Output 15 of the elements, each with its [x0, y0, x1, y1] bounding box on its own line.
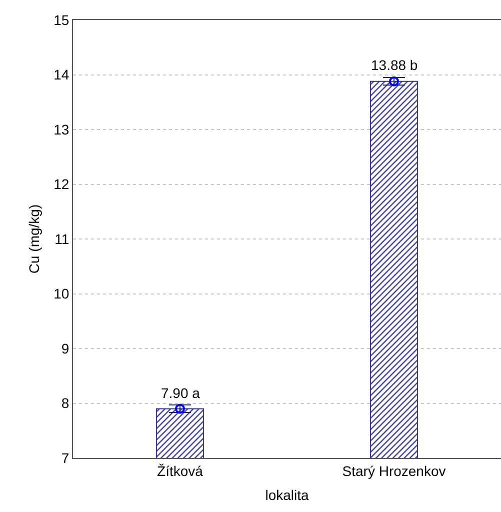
y-tick-label: 7 — [61, 450, 70, 466]
x-tick-label: Starý Hrozenkov — [342, 462, 446, 479]
y-tick-label: 10 — [54, 286, 70, 302]
y-tick-label: 15 — [54, 12, 70, 28]
y-tick-label: 14 — [54, 66, 70, 83]
x-tick-label: Žítková — [157, 462, 204, 479]
y-tick-label: 8 — [61, 395, 70, 412]
x-axis-title: lokalita — [265, 487, 309, 504]
y-axis-title: Cu (mg/kg) — [26, 204, 42, 274]
y-tick-label: 11 — [54, 230, 70, 247]
y-tick-label: 9 — [61, 340, 70, 356]
data-label: 13.88 b — [371, 57, 418, 73]
y-tick-label: 13 — [54, 121, 70, 138]
y-tick-label: 12 — [54, 176, 70, 192]
data-label: 7.90 a — [161, 385, 200, 401]
